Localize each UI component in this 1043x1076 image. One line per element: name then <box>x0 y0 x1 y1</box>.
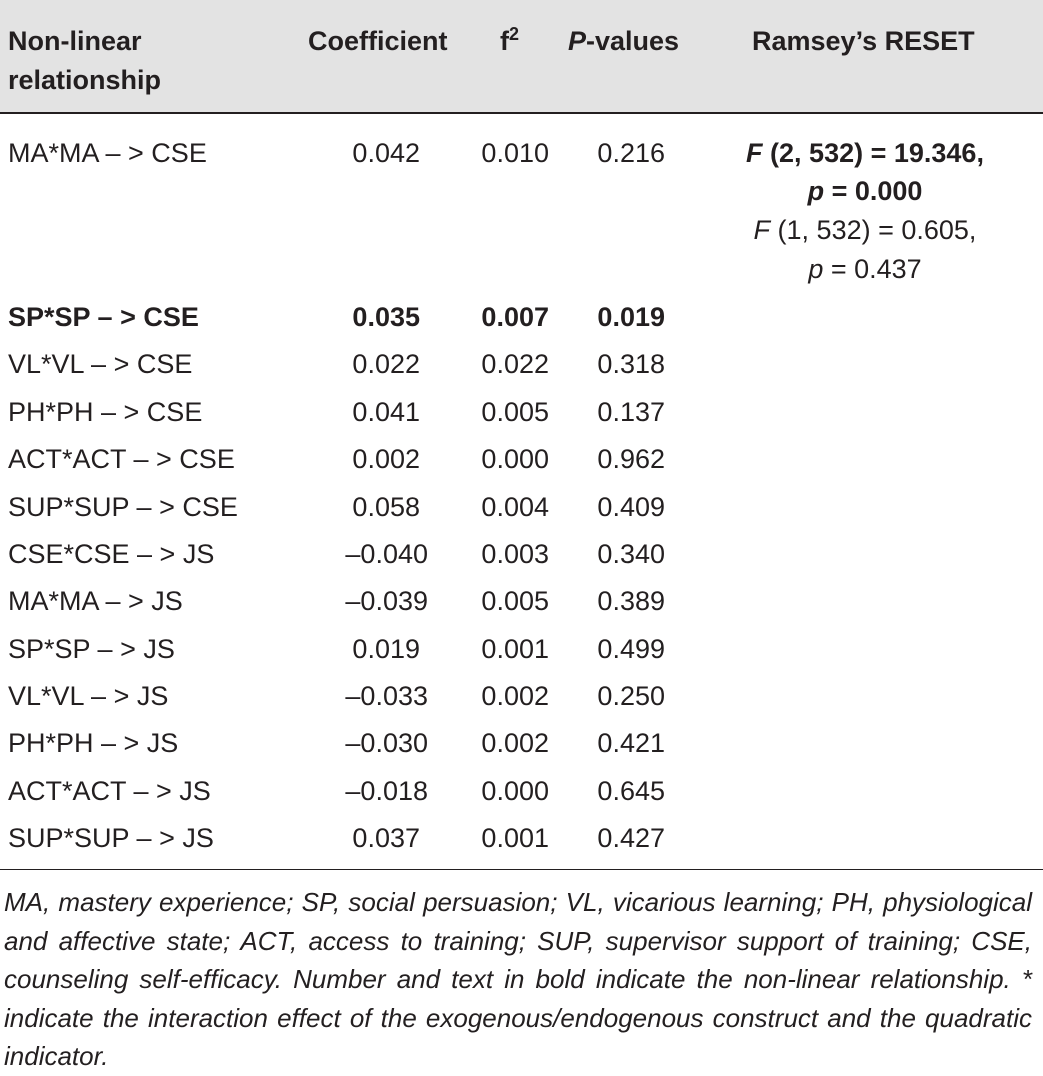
row-pvalue: 0.318 <box>597 349 665 379</box>
row-pvalue: 0.216 <box>597 138 665 168</box>
reset-line-2: p = 0.000 <box>715 172 1015 210</box>
row-f2: 0.002 <box>481 681 549 711</box>
reset-line-2-p: p <box>807 176 825 206</box>
row-pvalue: 0.499 <box>597 634 665 664</box>
header-pvalues: P-values <box>568 22 679 60</box>
header-f2: f2 <box>500 22 519 60</box>
row-relationship: SP*SP – > JS <box>8 634 175 664</box>
row-relationship: SUP*SUP – > CSE <box>8 492 238 522</box>
row-pvalue: 0.962 <box>597 444 665 474</box>
header-f2-base: f <box>500 26 509 56</box>
row-relationship: SUP*SUP – > JS <box>8 823 214 853</box>
reset-line-3-rest: (1, 532) = 0.605, <box>770 215 977 245</box>
row-pvalue: 0.645 <box>597 776 665 806</box>
table-header-background <box>0 0 1043 113</box>
row-f2: 0.004 <box>481 492 549 522</box>
header-pvalues-rest: -values <box>586 26 680 56</box>
row-coefficient: –0.039 <box>345 586 428 616</box>
row-f2: 0.005 <box>481 397 549 427</box>
row-relationship: ACT*ACT – > JS <box>8 776 211 806</box>
row-f2: 0.003 <box>481 539 549 569</box>
header-divider <box>0 112 1043 114</box>
row-coefficient: 0.002 <box>352 444 420 474</box>
header-f2-superscript: 2 <box>509 24 520 44</box>
row-coefficient: 0.037 <box>352 823 420 853</box>
row-f2: 0.005 <box>481 586 549 616</box>
row-coefficient: –0.040 <box>345 539 428 569</box>
reset-line-4-p: p <box>808 254 824 284</box>
row-relationship: MA*MA – > JS <box>8 586 183 616</box>
reset-line-3: F (1, 532) = 0.605, <box>715 211 1015 249</box>
reset-line-1-f: F <box>746 138 763 168</box>
reset-line-4: p = 0.437 <box>715 250 1015 288</box>
row-pvalue: 0.427 <box>597 823 665 853</box>
reset-line-1-rest: (2, 532) = 19.346, <box>762 138 984 168</box>
row-f2: 0.000 <box>481 444 549 474</box>
row-coefficient: –0.018 <box>345 776 428 806</box>
row-relationship: ACT*ACT – > CSE <box>8 444 235 474</box>
reset-line-3-f: F <box>753 215 771 245</box>
header-relationship-line1: Non-linear <box>8 26 142 56</box>
row-f2: 0.022 <box>481 349 549 379</box>
row-relationship: VL*VL – > CSE <box>8 349 193 379</box>
row-f2: 0.001 <box>481 823 549 853</box>
row-coefficient: 0.022 <box>352 349 420 379</box>
row-f2: 0.010 <box>481 138 549 168</box>
row-coefficient: –0.033 <box>345 681 428 711</box>
row-f2: 0.001 <box>481 634 549 664</box>
row-coefficient: 0.019 <box>352 634 420 664</box>
row-pvalue: 0.137 <box>597 397 665 427</box>
row-pvalue: 0.019 <box>597 302 665 332</box>
row-coefficient: 0.042 <box>352 138 420 168</box>
row-f2: 0.007 <box>481 302 549 332</box>
row-pvalue: 0.421 <box>597 728 665 758</box>
row-coefficient: 0.058 <box>352 492 420 522</box>
header-relationship-line2: relationship <box>8 65 162 95</box>
row-relationship: VL*VL – > JS <box>8 681 169 711</box>
row-pvalue: 0.250 <box>597 681 665 711</box>
table-bottom-rule <box>0 869 1043 870</box>
row-coefficient: 0.035 <box>352 302 420 332</box>
header-pvalues-p: P <box>568 26 587 56</box>
header-ramsey-reset: Ramsey’s RESET <box>752 26 975 56</box>
row-pvalue: 0.389 <box>597 586 665 616</box>
row-relationship: SP*SP – > CSE <box>8 302 199 332</box>
row-f2: 0.000 <box>481 776 549 806</box>
row-relationship: MA*MA – > CSE <box>8 138 207 168</box>
row-relationship: CSE*CSE – > JS <box>8 539 215 569</box>
row-coefficient: 0.041 <box>352 397 420 427</box>
row-relationship: PH*PH – > JS <box>8 728 179 758</box>
row-pvalue: 0.409 <box>597 492 665 522</box>
reset-line-4-rest: = 0.437 <box>823 254 922 284</box>
row-coefficient: –0.030 <box>345 728 428 758</box>
row-f2: 0.002 <box>481 728 549 758</box>
header-coefficient: Coefficient <box>308 26 448 56</box>
reset-line-1: F (2, 532) = 19.346, <box>715 134 1015 172</box>
row-relationship: PH*PH – > CSE <box>8 397 203 427</box>
row-pvalue: 0.340 <box>597 539 665 569</box>
table-footnote: MA, mastery experience; SP, social persu… <box>4 887 1032 1071</box>
reset-line-2-rest: = 0.000 <box>824 176 923 206</box>
